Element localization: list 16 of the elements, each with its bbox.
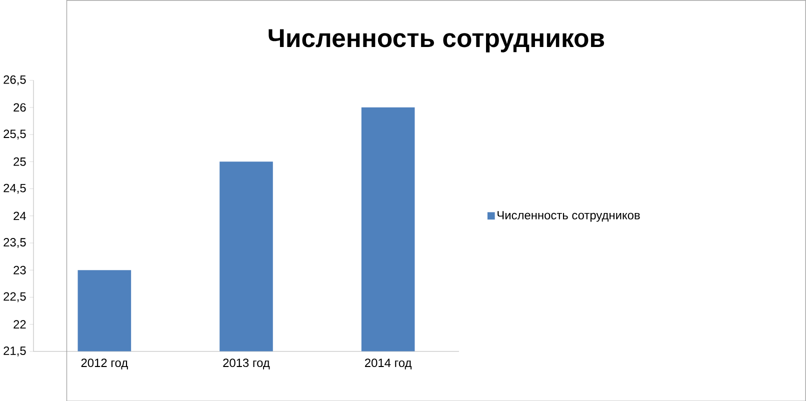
y-tick-label: 24,5	[4, 184, 26, 194]
y-tick-label: 25	[14, 157, 26, 166]
y-tick-label: 24	[14, 211, 26, 220]
y-tick-label: 22	[14, 320, 26, 328]
y-tick-label: 26	[14, 102, 26, 112]
y-tick-label: 22,5	[4, 292, 26, 302]
y-tick-label: 23,5	[4, 238, 26, 248]
x-tick-label: 2012 год	[81, 358, 128, 370]
x-tick-label: 2014 год	[365, 358, 412, 370]
x-tick-label: 2013 год	[223, 358, 270, 370]
y-tick-label: 26,5	[4, 75, 26, 86]
y-tick-label: 23	[14, 266, 26, 274]
y-tick-label: 21,5	[4, 346, 26, 356]
y-tick-label: 25,5	[4, 129, 26, 140]
legend-label: Численность сотрудников	[498, 210, 640, 222]
chart-title: Численность сотрудников	[268, 29, 604, 52]
